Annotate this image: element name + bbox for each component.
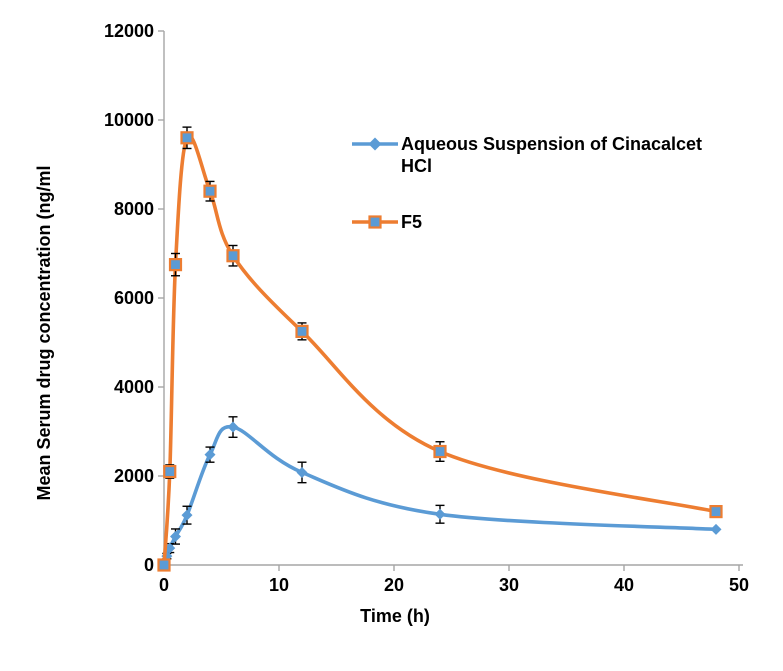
x-tick-label: 30 (499, 575, 519, 595)
y-tick-label: 4000 (114, 377, 154, 397)
square-marker-icon (226, 249, 240, 263)
square-marker-icon (163, 464, 177, 479)
series-f5 (157, 126, 723, 572)
x-tick-label: 20 (384, 575, 404, 595)
square-marker-icon (180, 131, 194, 145)
y-axis-title: Mean Serum drug concentration (ng/ml (34, 165, 54, 500)
diamond-marker-icon (227, 421, 239, 433)
diamond-marker-icon (181, 509, 193, 521)
y-tick-label: 0 (144, 555, 154, 575)
legend-item-aqueous-suspension: Aqueous Suspension of Cinacalcet HCl (352, 134, 702, 176)
legend-square-marker-icon (368, 215, 382, 229)
diamond-marker-icon (170, 531, 181, 543)
y-tick-label: 8000 (114, 199, 154, 219)
square-marker-icon (157, 558, 171, 572)
legend-label-f5: F5 (401, 212, 422, 232)
series-line-f5 (162, 133, 718, 567)
axes (158, 30, 743, 571)
diamond-marker-icon (204, 449, 216, 461)
y-tick-label: 12000 (104, 21, 154, 41)
x-tick-label: 10 (269, 575, 289, 595)
diamond-marker-icon (434, 508, 446, 520)
x-tick-label: 40 (614, 575, 634, 595)
square-marker-icon (709, 505, 723, 519)
square-marker-icon (295, 324, 309, 338)
series-aqueous-suspension (158, 416, 722, 571)
legend: Aqueous Suspension of Cinacalcet HCl F5 (352, 134, 702, 232)
legend-diamond-marker-icon (368, 137, 382, 151)
legend-label-aqueous-line2: HCl (401, 156, 432, 176)
legend-item-f5: F5 (352, 212, 422, 232)
x-tick-label: 50 (729, 575, 749, 595)
x-tick-label: 0 (159, 575, 169, 595)
y-tick-label: 2000 (114, 466, 154, 486)
legend-label-aqueous-line1: Aqueous Suspension of Cinacalcet (401, 134, 702, 154)
x-axis-title: Time (h) (360, 606, 430, 626)
square-marker-icon (168, 258, 183, 272)
diamond-marker-icon (296, 466, 308, 478)
square-marker-icon (203, 184, 217, 198)
diamond-marker-icon (710, 523, 722, 535)
y-tick-label: 10000 (104, 110, 154, 130)
tick-labels: 0 2000 4000 6000 8000 10000 12000 0 10 20 30 40 50 (104, 21, 749, 595)
square-marker-icon (433, 444, 447, 459)
y-tick-label: 6000 (114, 288, 154, 308)
data-series (157, 126, 723, 572)
